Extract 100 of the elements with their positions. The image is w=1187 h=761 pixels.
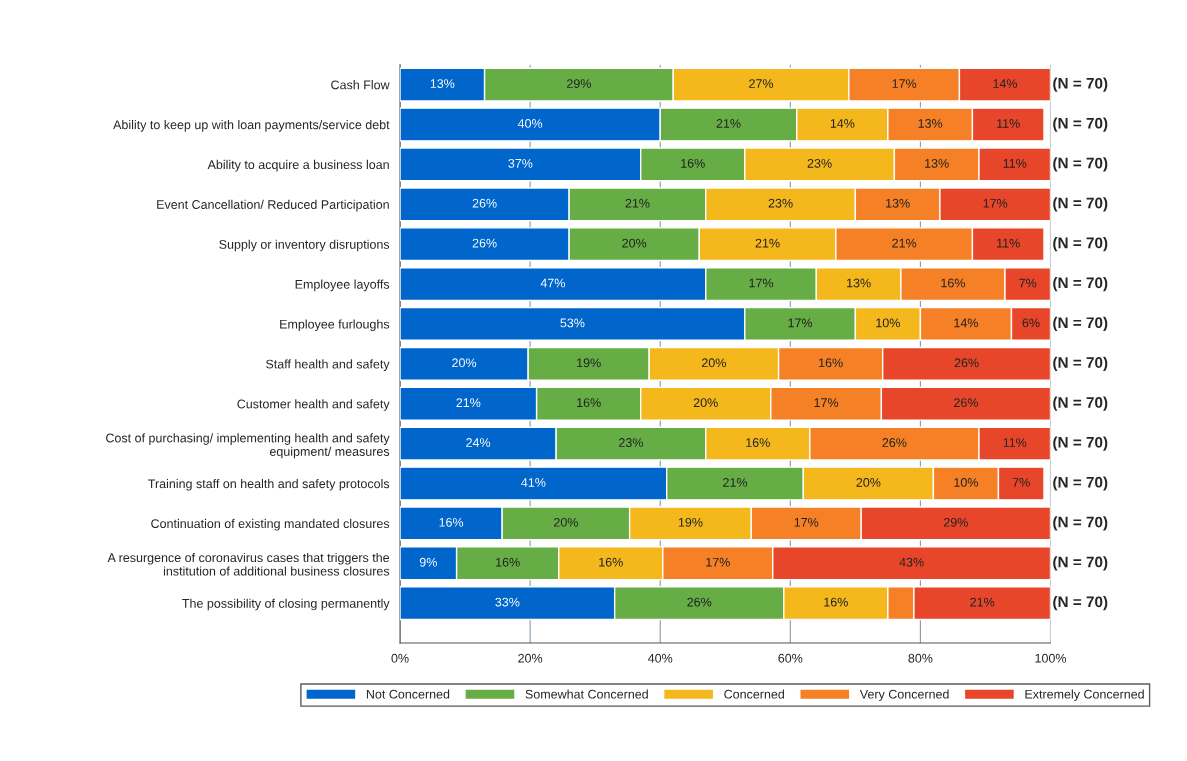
data-label: 21% <box>723 478 748 487</box>
data-label: 19% <box>577 358 601 368</box>
x-tick-label: 40% <box>647 653 673 663</box>
data-label: 20% <box>622 238 647 248</box>
data-label: 29% <box>943 517 968 527</box>
data-label: 13% <box>925 158 949 168</box>
data-label: 26% <box>687 597 712 607</box>
data-label: 6% <box>1022 318 1040 328</box>
data-label: 14% <box>993 79 1018 88</box>
data-label: 37% <box>508 158 533 168</box>
data-label: 13% <box>847 278 871 288</box>
text: (N = 70) <box>1053 476 1108 491</box>
y-tick-label: Employee layoffs <box>295 279 390 292</box>
data-label: 16% <box>577 398 601 408</box>
text: (N = 70) <box>1053 556 1108 571</box>
data-label: 21% <box>892 238 917 248</box>
legend-label: Somewhat Concerned <box>525 689 648 699</box>
data-label: 21% <box>970 597 995 607</box>
data-label: 41% <box>521 478 546 487</box>
data-label: 16% <box>599 557 623 567</box>
text: (N = 70) <box>1053 117 1108 132</box>
data-label: 17% <box>892 79 917 88</box>
data-label: 16% <box>746 438 770 447</box>
x-tick-label: 100% <box>1035 653 1067 663</box>
data-label: 7% <box>1012 478 1030 487</box>
data-label: 11% <box>1003 438 1027 447</box>
data-label: 21% <box>456 398 481 408</box>
data-label: 13% <box>430 79 455 88</box>
data-label: 20% <box>452 358 477 368</box>
legend-label: Concerned <box>724 689 784 699</box>
data-label: 16% <box>439 517 464 527</box>
data-label: 19% <box>678 517 703 527</box>
data-label: 33% <box>495 597 520 607</box>
data-label: 11% <box>997 238 1020 248</box>
data-label: 53% <box>560 318 585 328</box>
data-label: 17% <box>706 557 730 567</box>
text: (N = 70) <box>1053 356 1108 371</box>
data-label: 20% <box>693 398 718 408</box>
data-label: 23% <box>768 198 793 208</box>
data-label: 26% <box>472 238 497 248</box>
data-label: 11% <box>997 119 1020 128</box>
data-label: 20% <box>856 478 881 487</box>
y-tick-label: Training staff on health and safety protocols <box>148 478 390 491</box>
y-tick-label: Event Cancellation/ Reduced Participation <box>157 199 389 212</box>
x-tick-label: 80% <box>908 653 933 663</box>
y-tick-label: Continuation of existing mandated closures <box>151 518 390 531</box>
data-label: 17% <box>794 517 819 527</box>
text: (N = 70) <box>1053 197 1108 212</box>
data-label: 21% <box>755 238 780 248</box>
data-label: 16% <box>496 557 520 567</box>
text: (N = 70) <box>1053 316 1108 332</box>
legend-label: Extremely Concerned <box>1025 689 1144 702</box>
data-label: 21% <box>716 119 741 128</box>
x-tick-label: 0% <box>391 653 409 663</box>
data-label: 26% <box>882 438 907 447</box>
data-label: 17% <box>788 318 813 328</box>
data-label: 14% <box>830 119 855 128</box>
text: (N = 70) <box>1053 157 1108 172</box>
text: (N = 70) <box>1053 596 1108 611</box>
data-label: 40% <box>517 119 543 128</box>
text: (N = 70) <box>1053 237 1108 252</box>
data-label: 20% <box>701 358 726 368</box>
data-label: 47% <box>540 278 565 288</box>
text: (N = 70) <box>1053 516 1108 531</box>
y-tick-label: Employee furloughs <box>280 319 390 332</box>
data-label: 24% <box>466 438 491 447</box>
data-label: 17% <box>814 398 839 408</box>
data-label: 23% <box>619 438 643 447</box>
y-tick-label: Staff health and safety <box>266 359 390 371</box>
data-label: 10% <box>876 318 900 328</box>
data-label: 16% <box>681 158 705 168</box>
data-label: 14% <box>954 318 978 328</box>
data-label: 17% <box>983 198 1008 208</box>
data-label: 43% <box>899 557 924 567</box>
y-tick-label: Ability to keep up with loan payments/service debt <box>113 119 390 132</box>
data-label: 11% <box>1003 158 1027 168</box>
text: (N = 70) <box>1053 436 1108 451</box>
text: (N = 70) <box>1053 396 1108 411</box>
x-tick-label: 60% <box>778 653 803 663</box>
data-label: 16% <box>819 358 843 368</box>
data-label: 17% <box>749 278 774 288</box>
data-label: 9% <box>419 557 437 567</box>
data-label: 16% <box>824 597 848 607</box>
data-label: 13% <box>886 198 910 208</box>
data-label: 7% <box>1019 278 1037 288</box>
y-tick-label: Cash Flow <box>331 80 390 90</box>
y-tick-label: Ability to acquire a business loan <box>207 159 389 172</box>
data-label: 16% <box>941 278 965 288</box>
legend-label: Very Concerned <box>859 689 949 702</box>
y-tick-label: Supply or inventory disruptions <box>219 239 390 252</box>
text: (N = 70) <box>1053 276 1108 292</box>
data-label: 13% <box>918 119 943 128</box>
y-tick-label: Customer health and safety <box>237 399 390 411</box>
data-label: 27% <box>749 79 774 88</box>
x-tick-label: 20% <box>518 653 543 663</box>
data-label: 10% <box>954 478 978 487</box>
data-label: 21% <box>625 198 650 208</box>
y-tick-label: A resurgence of coronavirus cases that triggers the institution of additional business closures <box>107 552 390 576</box>
data-label: 23% <box>807 158 832 168</box>
data-label: 26% <box>954 358 979 368</box>
